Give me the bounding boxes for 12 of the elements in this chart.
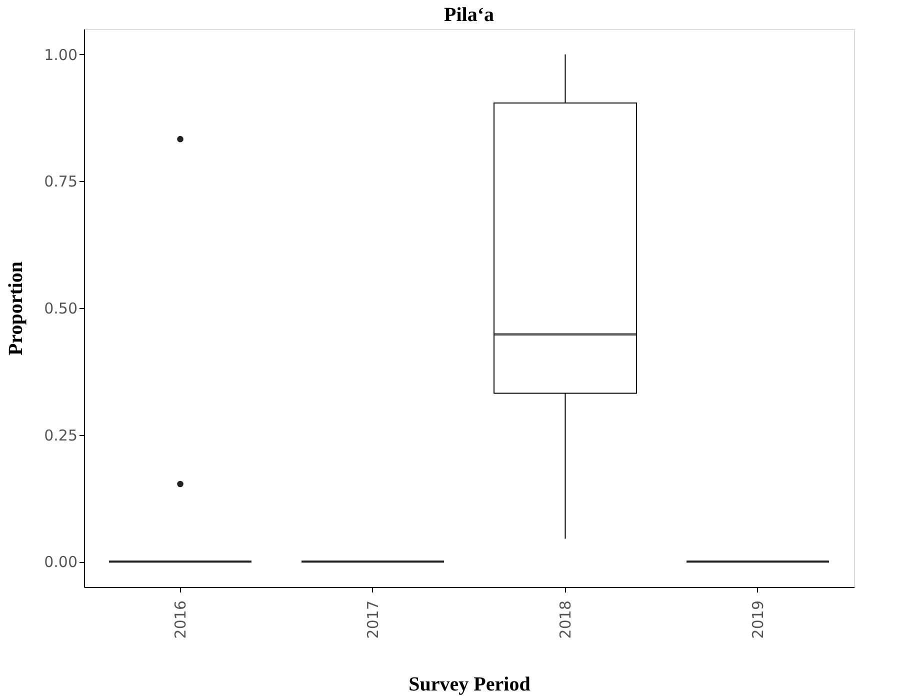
x-tick-label: 2018 — [556, 600, 574, 639]
x-tick-label: 2019 — [748, 600, 767, 639]
y-tick-label: 1.00 — [44, 46, 78, 64]
y-tick-label: 0.00 — [44, 553, 78, 572]
y-axis-title: Proportion — [5, 261, 28, 356]
x-tick-label: 2017 — [364, 600, 382, 639]
chart-title: Pila‘a — [444, 4, 494, 26]
y-tick-label: 0.25 — [44, 426, 78, 444]
y-tick-label: 0.50 — [44, 300, 78, 318]
y-tick-label: 0.75 — [44, 172, 78, 191]
x-axis-title: Survey Period — [408, 674, 530, 696]
x-tick-label: 2016 — [171, 600, 190, 639]
